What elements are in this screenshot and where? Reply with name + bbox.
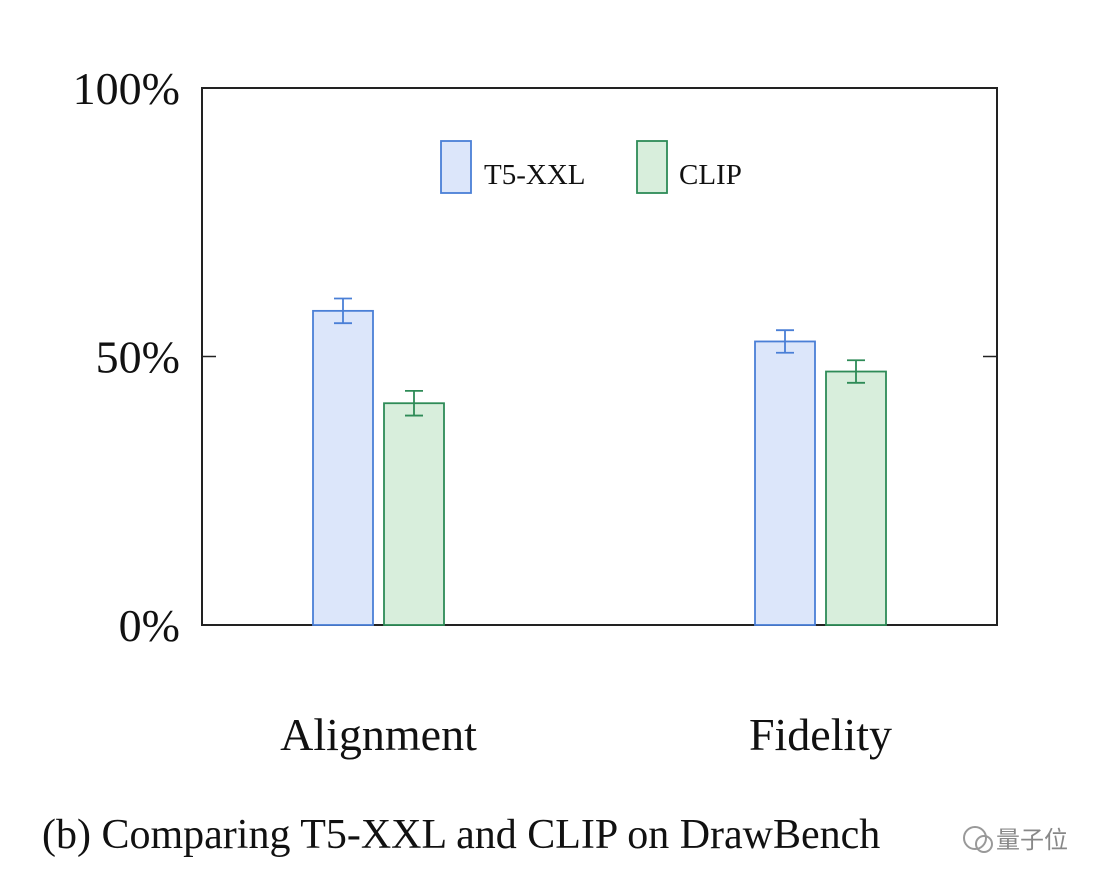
legend-label: CLIP xyxy=(679,159,742,191)
legend: T5-XXL CLIP xyxy=(440,140,742,194)
y-axis: 0% 50% 100% xyxy=(73,63,997,651)
figure-caption: (b) Comparing T5-XXL and CLIP on DrawBen… xyxy=(42,812,880,858)
x-category-label: Alignment xyxy=(280,709,477,760)
y-tick-label: 0% xyxy=(119,600,180,651)
bar-clip-alignment xyxy=(383,402,445,626)
x-category-label: Fidelity xyxy=(749,709,892,760)
bar-t5-xxl-alignment xyxy=(312,309,374,626)
y-tick-label: 100% xyxy=(73,63,180,114)
watermark-text: 量子位 xyxy=(996,826,1068,854)
bars-group xyxy=(312,297,887,626)
watermark: 量子位 xyxy=(963,826,1068,854)
legend-label: T5-XXL xyxy=(484,159,585,191)
y-tick-label: 50% xyxy=(96,332,180,383)
bar-clip-fidelity xyxy=(825,370,887,626)
wechat-icon xyxy=(963,826,993,853)
bar-t5-xxl-fidelity xyxy=(754,340,816,626)
x-axis-labels: Alignment Fidelity xyxy=(280,709,892,760)
legend-swatch xyxy=(440,140,472,194)
legend-swatch xyxy=(636,140,668,194)
